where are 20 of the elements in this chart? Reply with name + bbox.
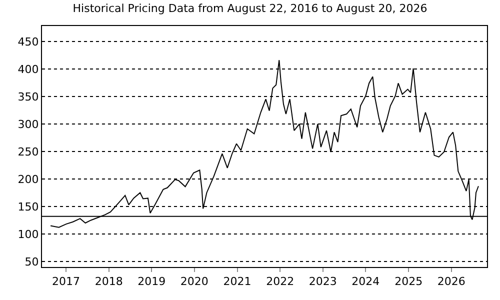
x-tick-label: 2019 xyxy=(138,275,166,288)
x-tick-label: 2020 xyxy=(180,275,208,288)
y-tick-label: 400 xyxy=(18,62,39,76)
y-tick-label: 450 xyxy=(18,35,39,48)
x-tick-label: 2026 xyxy=(437,275,466,288)
y-tick-label: 250 xyxy=(18,145,39,158)
x-tick-label: 2021 xyxy=(223,275,252,288)
y-tick-label: 150 xyxy=(18,200,39,214)
y-tick-label: 300 xyxy=(18,118,39,131)
x-tick-label: 2024 xyxy=(352,275,380,288)
y-tick-label: 50 xyxy=(24,255,39,268)
x-tick-label: 2017 xyxy=(52,275,80,288)
y-tick-label: 200 xyxy=(18,172,39,186)
x-tick-label: 2018 xyxy=(94,275,123,288)
y-tick-label: 350 xyxy=(18,90,39,104)
chart-title: Historical Pricing Data from August 22, 2016 to August 20, 2026 xyxy=(72,2,428,16)
x-tick-label: 2023 xyxy=(308,275,337,288)
x-tick-label: 2022 xyxy=(266,275,294,288)
x-tick-label: 2025 xyxy=(394,275,423,288)
y-tick-label: 100 xyxy=(18,228,39,241)
